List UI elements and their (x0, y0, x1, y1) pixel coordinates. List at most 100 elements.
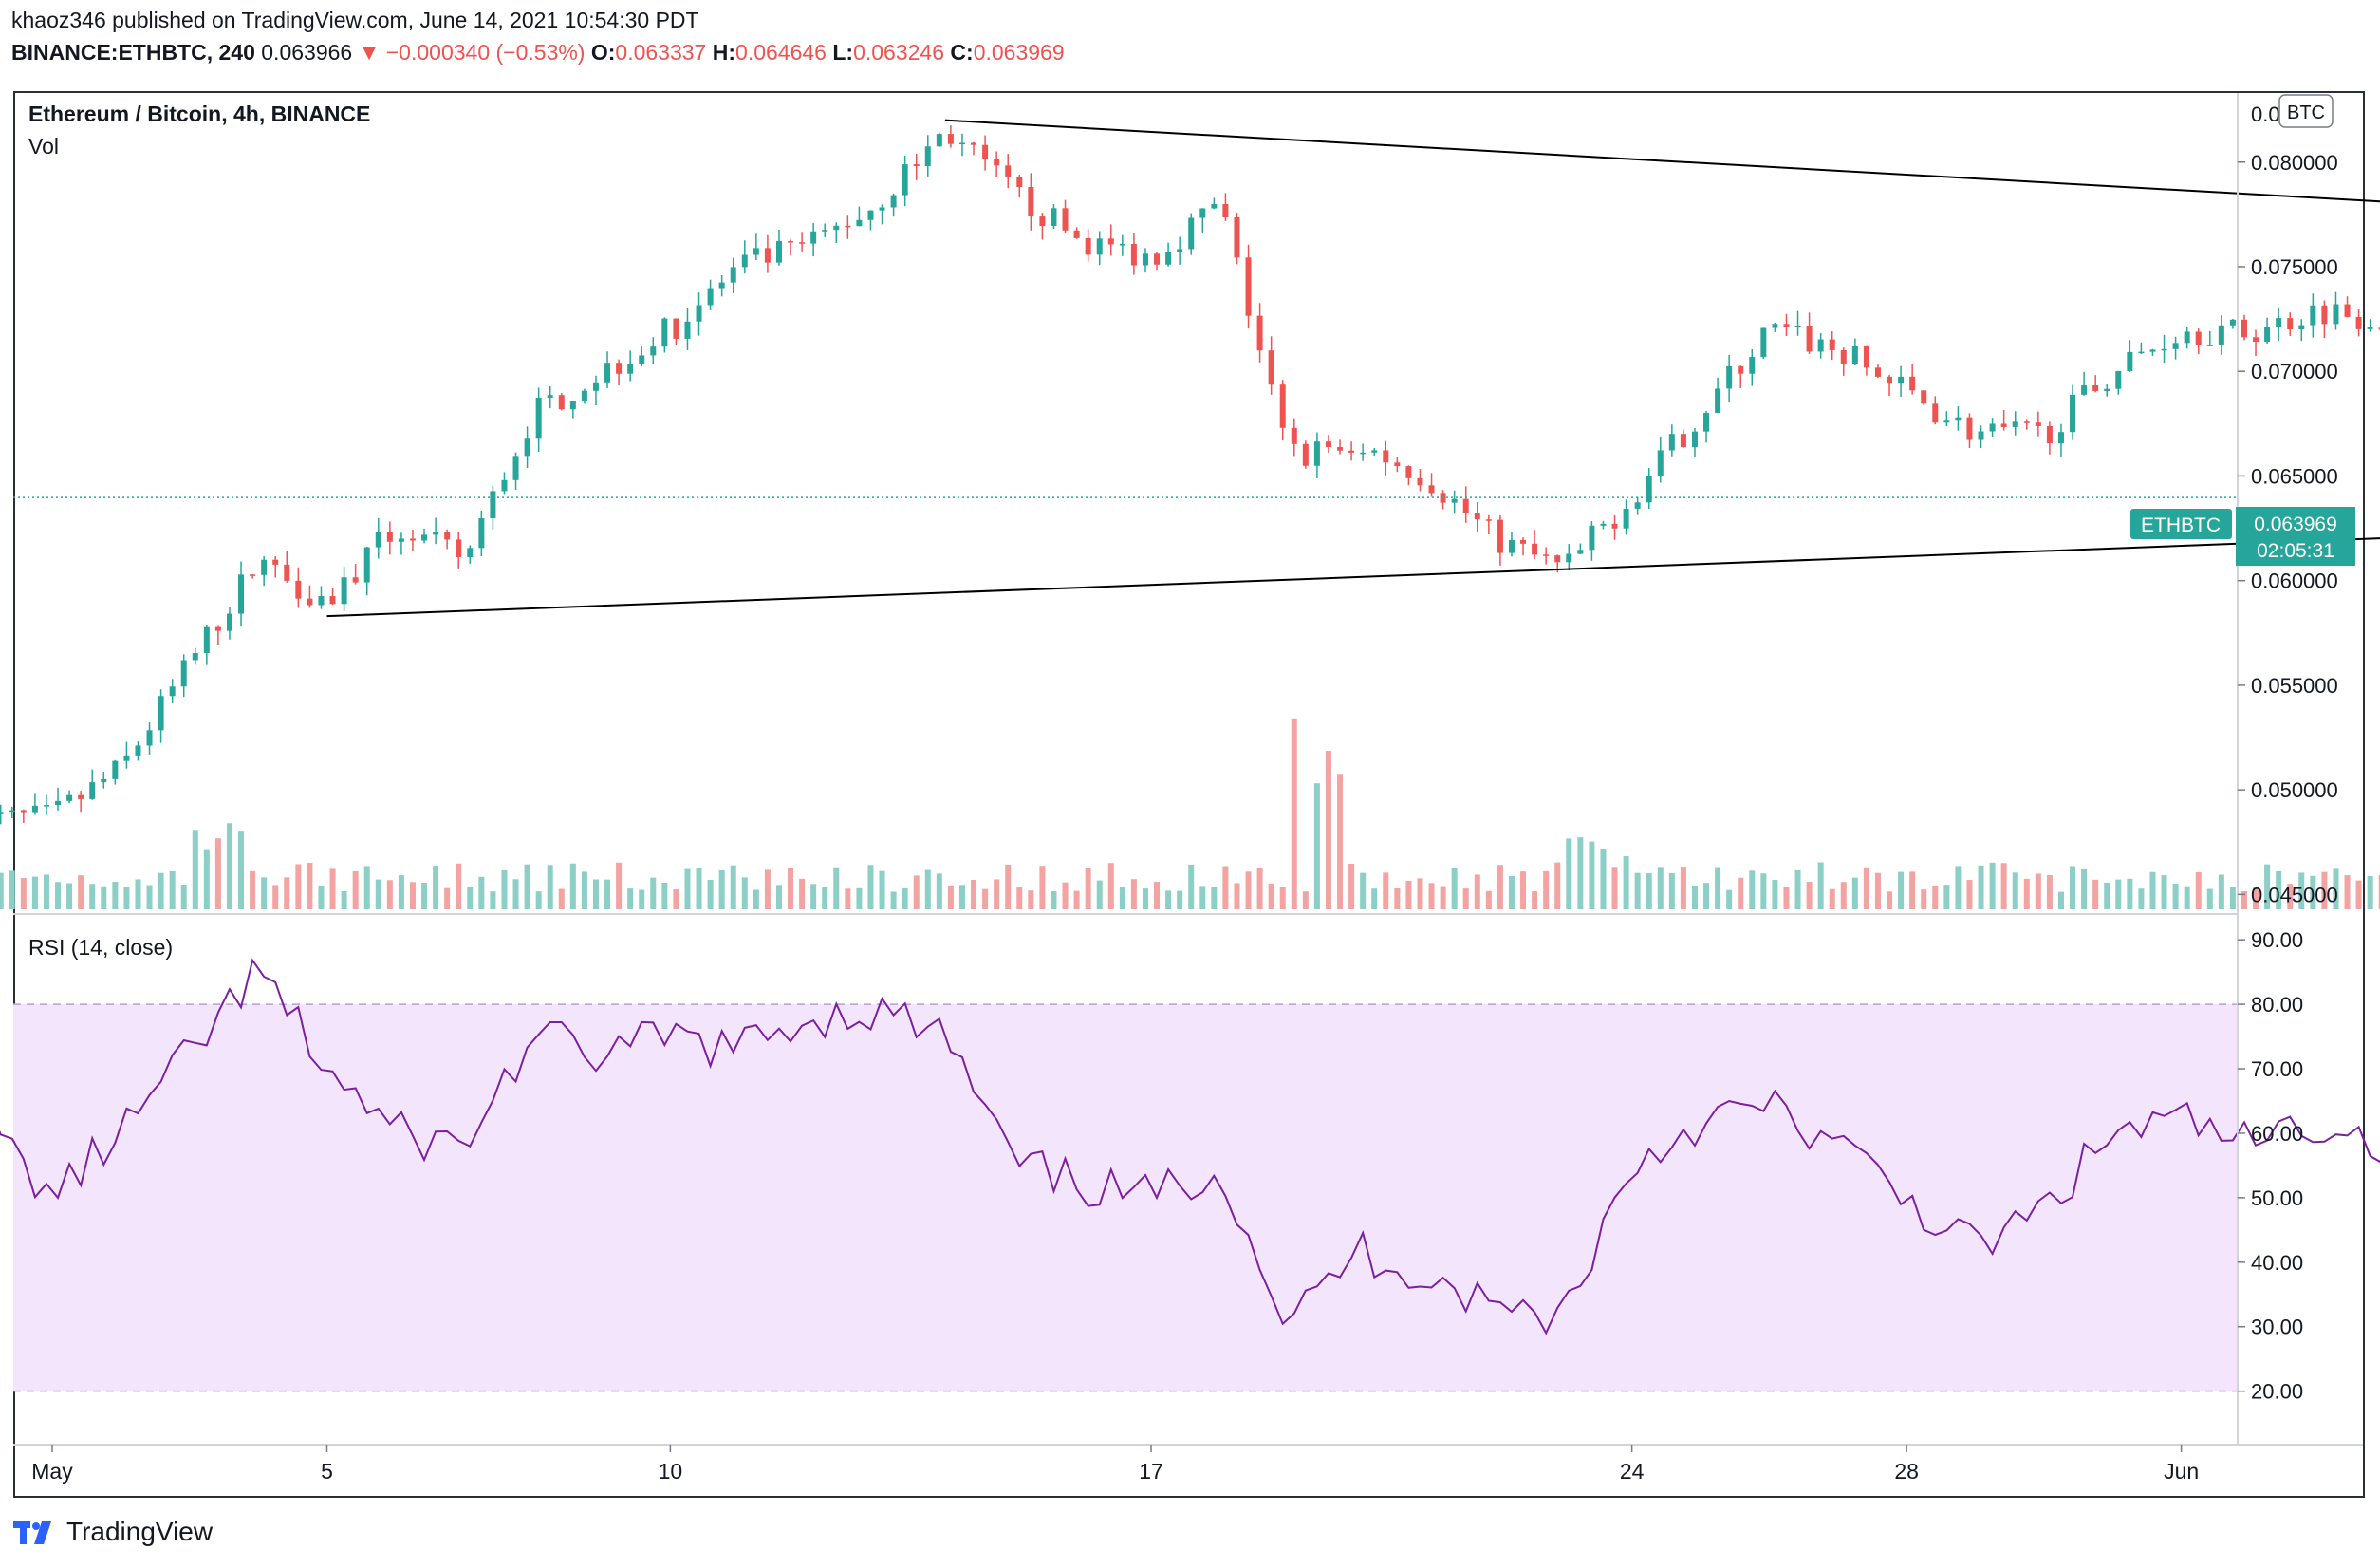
candle-body (2023, 421, 2030, 423)
volume-bar (2344, 875, 2351, 909)
volume-bar (1738, 877, 1744, 909)
candle-body (1955, 417, 1962, 421)
candle-body (2333, 304, 2339, 325)
candle-body (1668, 434, 1675, 451)
volume-bar (2206, 888, 2213, 909)
candle-body (2070, 394, 2076, 433)
candle-body (295, 580, 302, 599)
volume-bar (250, 870, 256, 909)
volume-bar (741, 877, 748, 909)
volume-bar (341, 890, 347, 909)
candle-body (1360, 452, 1367, 455)
volume-bar (2149, 871, 2156, 909)
close-value: 0.063969 (973, 40, 1065, 65)
volume-bar (2012, 872, 2018, 909)
volume-bar (20, 878, 27, 909)
volume-bar (78, 875, 84, 909)
candle-body (1039, 216, 1046, 227)
candle-body (2218, 325, 2224, 345)
candle-body (1989, 423, 1996, 432)
volume-bar (1691, 885, 1698, 909)
candle-body (2229, 319, 2236, 326)
volume-bar (329, 868, 336, 909)
volume-bar (2218, 874, 2224, 909)
volume-bar (753, 889, 759, 909)
volume-bar (592, 879, 599, 909)
volume-bar (1405, 880, 1412, 909)
volume-bar (902, 887, 908, 909)
candle-body (1760, 327, 1767, 358)
volume-bar (1428, 883, 1435, 909)
volume-bar (398, 875, 404, 909)
volume-bar (639, 889, 645, 909)
volume-bar (1703, 883, 1710, 909)
volume-bar (192, 830, 198, 909)
volume-bar (1589, 841, 1595, 909)
volume-bar (501, 869, 508, 909)
high-value: 0.064646 (735, 40, 827, 65)
candle-body (1405, 466, 1412, 478)
volume-bar (1085, 868, 1091, 909)
candle-body (1016, 177, 1023, 187)
volume-bar (2253, 887, 2259, 909)
candle-body (696, 305, 702, 322)
volume-bar (1302, 891, 1309, 909)
volume-bar (1966, 880, 1973, 909)
volume-bar (924, 869, 931, 909)
candle-body (2378, 326, 2380, 330)
volume-bar (1508, 875, 1515, 909)
candle-body (1817, 339, 1824, 352)
candle-body (1703, 412, 1710, 432)
publish-info: khaoz346 published on TradingView.com, J… (11, 8, 699, 32)
candle-body (650, 346, 657, 356)
candle-body (1451, 498, 1458, 503)
candle-body (1691, 431, 1698, 448)
volume-bar (547, 865, 553, 909)
trendlines[interactable] (326, 119, 2380, 618)
currency-badge-label: BTC (2287, 103, 2325, 123)
candle-body (214, 626, 221, 631)
candle-body (936, 134, 942, 147)
price-tick-label: 0.080000 (2251, 151, 2338, 175)
volume-bar (1955, 866, 1962, 909)
candle-body (1313, 441, 1320, 466)
symbol-label: BINANCE:ETHBTC, 240 (11, 40, 255, 65)
currency-badge[interactable] (2278, 94, 2334, 128)
candle-body (1279, 384, 1286, 428)
volume-bar (1039, 866, 1046, 909)
candle-body (661, 318, 668, 347)
volume-bar (1978, 865, 1984, 909)
ohlc-header: BINANCE:ETHBTC, 240 0.063966 ▼ −0.000340… (11, 40, 1065, 65)
volume-bar (214, 838, 221, 909)
volume-bar (1566, 838, 1572, 909)
volume-bar (1073, 890, 1080, 909)
candle-body (1062, 208, 1069, 231)
rsi-line (0, 958, 2380, 1335)
volume-bar (1325, 751, 1331, 909)
volume-bar (1337, 774, 1344, 909)
volume-bar (1188, 864, 1195, 909)
candle-body (788, 241, 794, 243)
volume-bar (1657, 867, 1664, 909)
candle-body (1932, 403, 1939, 423)
candle-body (604, 363, 611, 383)
volume-bar (1829, 888, 1835, 909)
candle-body (1371, 450, 1378, 453)
high-label: H: (712, 40, 736, 65)
candle-body (627, 364, 634, 374)
candle-body (1130, 244, 1137, 266)
volume-bar (31, 876, 38, 909)
volume-bar (2046, 875, 2053, 909)
chart-frame[interactable] (13, 91, 2365, 1498)
volume-bar (718, 869, 725, 909)
candle-body (1051, 208, 1057, 227)
rsi-tick-label: 20.00 (2251, 1380, 2303, 1404)
time-tick-label: 17 (1139, 1459, 1163, 1484)
candle-body (112, 760, 119, 779)
volume-bar (1863, 867, 1869, 909)
volume-bar (409, 882, 416, 909)
candle-body (1497, 519, 1503, 553)
volume-bar (822, 886, 828, 909)
price-tick-label: 0.045000 (2251, 883, 2338, 906)
